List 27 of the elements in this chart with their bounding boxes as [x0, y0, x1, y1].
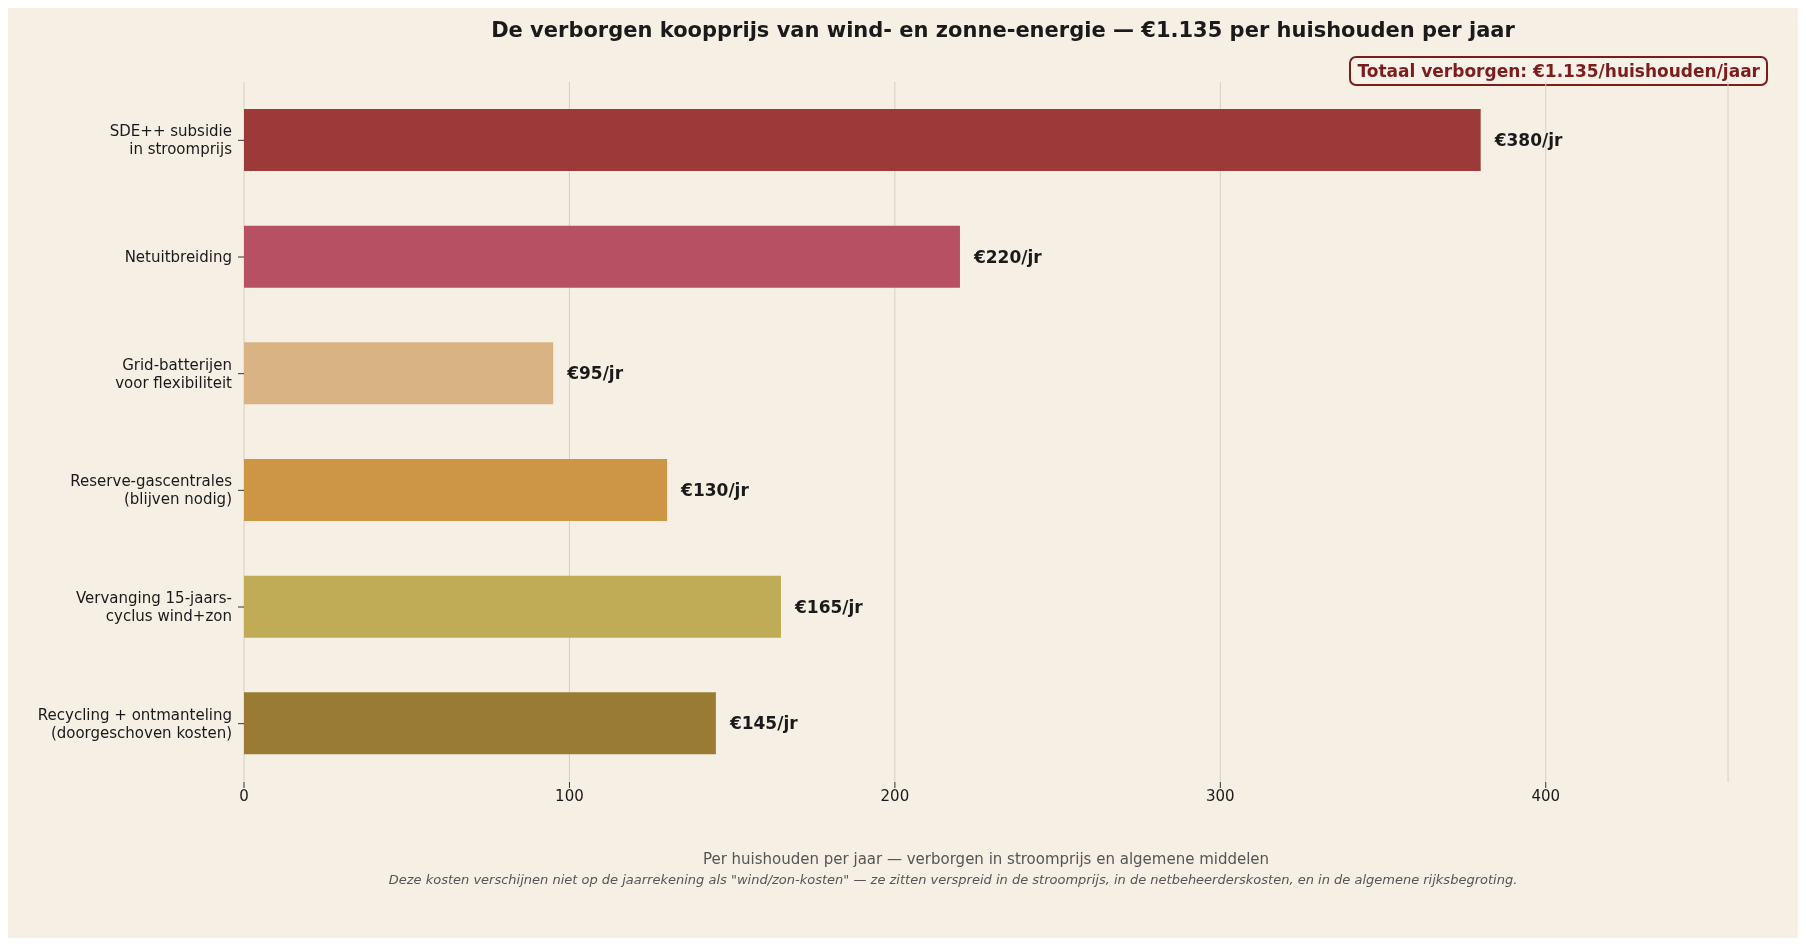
bar: [244, 575, 781, 638]
y-tick-label: Recycling + ontmanteling (doorgeschoven kosten): [37, 705, 232, 742]
bar: [244, 109, 1481, 171]
x-tick-label: 200: [880, 786, 910, 805]
x-tick-label: 400: [1531, 786, 1561, 805]
bar: [244, 692, 716, 755]
total-note: Totaal verborgen: €1.135/huishouden/jaar: [1349, 56, 1768, 86]
data-label: €145/jr: [728, 713, 799, 734]
y-tick-label: SDE++ subsidie in stroomprijs: [109, 122, 233, 159]
data-label: €220/jr: [972, 246, 1043, 267]
text: Deze kosten verschijnen niet op de jaarrekening als "wind/zon-kosten" — ze zitten verspreid in de stroomprijs, in de netbeheerderskosten, en in de algemene rijksbegroting.: [387, 872, 1519, 887]
chart-title: De verborgen koopprijs van wind- en zonne-energie — €1.135 per huishouden per jaar: [490, 17, 1516, 42]
data-label: €165/jr: [793, 596, 864, 617]
data-label: €380/jr: [1493, 130, 1564, 150]
data-label: €130/jr: [680, 480, 750, 500]
y-tick-label: Reserve-gascentrales (blijven nodig): [70, 472, 233, 509]
y-tick-label: Grid-batterijen voor flexibiliteit: [115, 355, 233, 392]
x-tick-label: 0: [239, 786, 249, 805]
y-tick-label: Netuitbreiding: [124, 248, 232, 266]
bar: [244, 459, 668, 521]
x-axis-title: Per huishouden per jaar — verborgen in stroomprijs en algemene middelen: [702, 850, 1270, 868]
data-label: €95/jr: [566, 363, 624, 384]
y-tick-label: Vervanging 15-jaars- cyclus wind+zon: [76, 589, 232, 625]
bar: [244, 342, 554, 405]
x-tick-label: 100: [555, 786, 584, 805]
bar: [244, 225, 960, 288]
x-tick-label: 300: [1206, 786, 1235, 805]
